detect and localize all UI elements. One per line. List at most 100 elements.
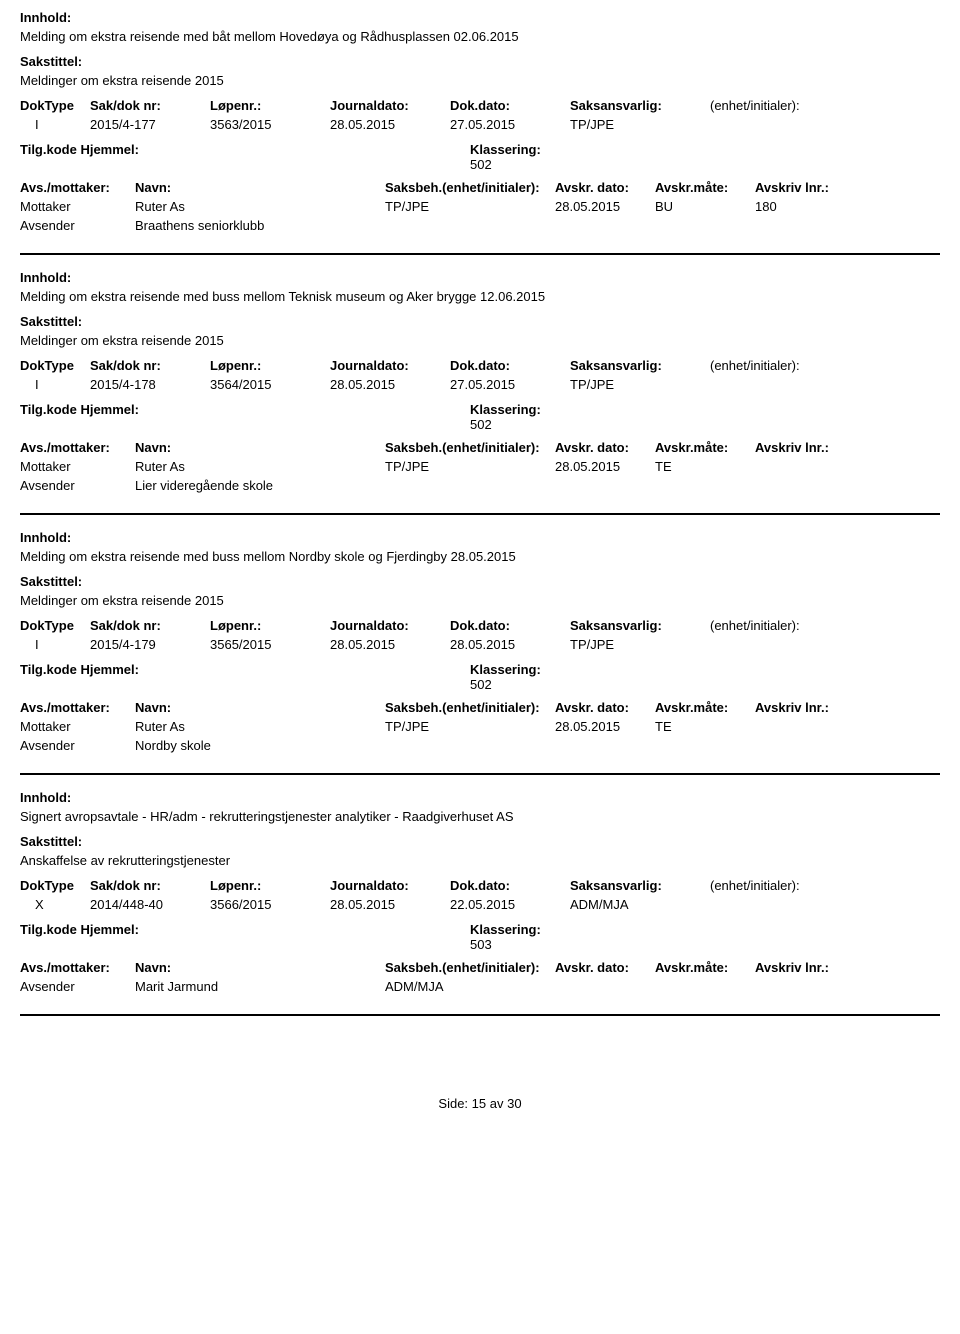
party-navn: Ruter As (135, 199, 385, 214)
col-lopenr: Løpenr.: (210, 878, 330, 893)
party-role: Avsender (20, 218, 135, 233)
val-doktype: X (20, 897, 90, 912)
hdr-avskrmate: Avskr.måte: (655, 440, 755, 455)
val-lopenr: 3566/2015 (210, 897, 330, 912)
party-avskrlnr: 180 (755, 199, 815, 214)
hdr-avskrmate: Avskr.måte: (655, 180, 755, 195)
col-enhet: (enhet/initialer): (710, 358, 890, 373)
innhold-label: Innhold: (20, 530, 940, 545)
party-saksbeh: TP/JPE (385, 199, 555, 214)
sakstittel-label: Sakstittel: (20, 54, 940, 69)
col-doktype: DokType (20, 358, 90, 373)
journal-record: Innhold: Signert avropsavtale - HR/adm -… (20, 790, 940, 994)
party-saksbeh: TP/JPE (385, 459, 555, 474)
col-enhet: (enhet/initialer): (710, 618, 890, 633)
party-navn: Lier videregående skole (135, 478, 385, 493)
sakstittel-text: Meldinger om ekstra reisende 2015 (20, 73, 940, 88)
record-divider (20, 773, 940, 775)
hdr-avskrmate: Avskr.måte: (655, 700, 755, 715)
columns-header: DokType Sak/dok nr: Løpenr.: Journaldato… (20, 878, 940, 893)
val-ddato: 27.05.2015 (450, 377, 570, 392)
columns-values: I 2015/4-178 3564/2015 28.05.2015 27.05.… (20, 377, 940, 392)
party-navn: Ruter As (135, 459, 385, 474)
party-avskrdato: 28.05.2015 (555, 459, 655, 474)
val-jdato: 28.05.2015 (330, 637, 450, 652)
val-saksansv: TP/JPE (570, 117, 710, 132)
party-role: Avsender (20, 738, 135, 753)
party-avskrdato (555, 218, 655, 233)
val-lopenr: 3563/2015 (210, 117, 330, 132)
party-row: Avsender Nordby skole (20, 738, 940, 753)
hdr-avskrlnr: Avskriv lnr.: (755, 700, 855, 715)
tilg-klass-row: Tilg.kode Hjemmel: Klassering: 502 (20, 142, 940, 172)
hdr-saksbeh: Saksbeh.(enhet/initialer): (385, 960, 555, 975)
party-avskrlnr (755, 979, 815, 994)
val-doktype: I (20, 117, 90, 132)
hdr-avsmottaker: Avs./mottaker: (20, 960, 135, 975)
party-avskrdato: 28.05.2015 (555, 719, 655, 734)
tilgkode-label: Tilg.kode Hjemmel: (20, 142, 150, 172)
col-jdato: Journaldato: (330, 618, 450, 633)
hdr-avsmottaker: Avs./mottaker: (20, 440, 135, 455)
party-avskrmate: TE (655, 719, 755, 734)
footer-page: 15 (472, 1096, 486, 1111)
party-row: Avsender Lier videregående skole (20, 478, 940, 493)
footer-total: 30 (507, 1096, 521, 1111)
party-avskrmate (655, 478, 755, 493)
party-avskrlnr (755, 738, 815, 753)
party-row: Avsender Braathens seniorklubb (20, 218, 940, 233)
col-saknr: Sak/dok nr: (90, 618, 210, 633)
journal-record: Innhold: Melding om ekstra reisende med … (20, 270, 940, 493)
columns-values: X 2014/448-40 3566/2015 28.05.2015 22.05… (20, 897, 940, 912)
sakstittel-label: Sakstittel: (20, 314, 940, 329)
party-navn: Braathens seniorklubb (135, 218, 385, 233)
record-divider (20, 513, 940, 515)
val-saksansv: ADM/MJA (570, 897, 710, 912)
columns-header: DokType Sak/dok nr: Løpenr.: Journaldato… (20, 98, 940, 113)
col-enhet: (enhet/initialer): (710, 878, 890, 893)
columns-header: DokType Sak/dok nr: Løpenr.: Journaldato… (20, 358, 940, 373)
hdr-avskrlnr: Avskriv lnr.: (755, 960, 855, 975)
hdr-avskrdato: Avskr. dato: (555, 700, 655, 715)
record-divider (20, 1014, 940, 1016)
party-avskrdato (555, 738, 655, 753)
hdr-navn: Navn: (135, 440, 385, 455)
col-saknr: Sak/dok nr: (90, 358, 210, 373)
hdr-navn: Navn: (135, 960, 385, 975)
party-avskrmate: TE (655, 459, 755, 474)
col-saksansv: Saksansvarlig: (570, 618, 710, 633)
party-role: Mottaker (20, 719, 135, 734)
party-avskrlnr (755, 218, 815, 233)
sakstittel-text: Meldinger om ekstra reisende 2015 (20, 333, 940, 348)
columns-values: I 2015/4-179 3565/2015 28.05.2015 28.05.… (20, 637, 940, 652)
party-saksbeh (385, 218, 555, 233)
tilgkode-label: Tilg.kode Hjemmel: (20, 662, 150, 692)
party-role: Avsender (20, 979, 135, 994)
hdr-saksbeh: Saksbeh.(enhet/initialer): (385, 700, 555, 715)
col-lopenr: Løpenr.: (210, 98, 330, 113)
col-doktype: DokType (20, 98, 90, 113)
val-doktype: I (20, 377, 90, 392)
val-lopenr: 3564/2015 (210, 377, 330, 392)
sakstittel-text: Anskaffelse av rekrutteringstjenester (20, 853, 940, 868)
party-role: Mottaker (20, 199, 135, 214)
klassering-val: 502 (470, 417, 570, 432)
journal-record: Innhold: Melding om ekstra reisende med … (20, 530, 940, 753)
val-saksansv: TP/JPE (570, 377, 710, 392)
col-jdato: Journaldato: (330, 878, 450, 893)
col-jdato: Journaldato: (330, 358, 450, 373)
innhold-text: Melding om ekstra reisende med buss mell… (20, 289, 940, 304)
party-saksbeh: ADM/MJA (385, 979, 555, 994)
party-avskrlnr (755, 459, 815, 474)
party-saksbeh: TP/JPE (385, 719, 555, 734)
party-navn: Marit Jarmund (135, 979, 385, 994)
col-doktype: DokType (20, 878, 90, 893)
val-doktype: I (20, 637, 90, 652)
col-saknr: Sak/dok nr: (90, 878, 210, 893)
page-footer: Side: 15 av 30 (20, 1096, 940, 1111)
col-saksansv: Saksansvarlig: (570, 358, 710, 373)
innhold-text: Signert avropsavtale - HR/adm - rekrutte… (20, 809, 940, 824)
innhold-text: Melding om ekstra reisende med buss mell… (20, 549, 940, 564)
record-divider (20, 253, 940, 255)
party-avskrmate (655, 738, 755, 753)
